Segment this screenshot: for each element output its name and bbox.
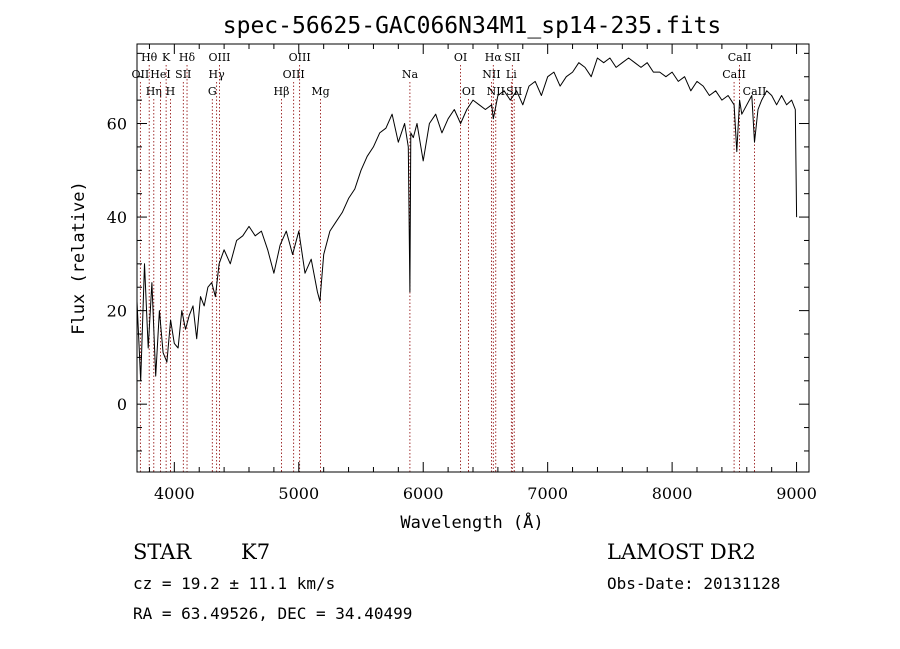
y-tick-label-1: 20 xyxy=(107,302,127,321)
object-class: STAR xyxy=(133,540,192,564)
line-marker-label-14: Mg xyxy=(311,85,329,98)
x-tick-label-3: 7000 xyxy=(527,484,568,503)
spectrum-line-0 xyxy=(136,57,798,382)
spectral-line-markers: OII Hθ Hη HeI K H SII Hδ Hγ G OIII Hβ OIII OIII Mg Na OI… xyxy=(132,51,767,472)
line-marker-label-12: OIII xyxy=(283,68,305,81)
observation-date: Obs-Date: 20131128 xyxy=(607,574,781,593)
line-marker-label-23: SII xyxy=(506,85,522,98)
line-marker-label-11: Hβ xyxy=(274,85,290,98)
line-marker-label-16: OI xyxy=(454,51,467,64)
line-marker-label-22: SII xyxy=(504,51,520,64)
x-tick-label-2: 6000 xyxy=(403,484,444,503)
chart-title: spec-56625-GAC066N34M1_sp14-235.fits xyxy=(223,13,722,39)
survey-name: LAMOST DR2 xyxy=(607,540,756,564)
line-marker-label-25: CaII xyxy=(728,51,752,64)
y-axis-label: Flux (relative) xyxy=(69,181,89,335)
x-axis-label: Wavelength (Å) xyxy=(400,511,543,533)
x-tick-label-4: 8000 xyxy=(652,484,693,503)
line-marker-label-18: NII xyxy=(482,68,500,81)
line-marker-label-6: SII xyxy=(175,68,191,81)
line-marker-label-9: G xyxy=(208,85,217,98)
line-marker-label-19: Hα xyxy=(485,51,503,64)
object-subclass: K7 xyxy=(241,540,271,564)
plot-frame xyxy=(136,43,810,473)
line-marker-label-21: Li xyxy=(506,68,517,81)
line-marker-label-7: Hδ xyxy=(179,51,196,64)
redshift-velocity: cz = 19.2 ± 11.1 km/s xyxy=(133,574,336,593)
line-marker-label-24: CaII xyxy=(722,68,746,81)
line-marker-label-17: OI xyxy=(462,85,475,98)
line-marker-label-2: Hη xyxy=(146,85,162,98)
line-marker-label-15: Na xyxy=(402,68,419,81)
x-tick-label-5: 9000 xyxy=(776,484,817,503)
x-tick-label-1: 5000 xyxy=(278,484,319,503)
series-layer xyxy=(136,57,798,382)
line-marker-label-10: OIII xyxy=(208,51,230,64)
axis-ticks: 4000 5000 6000 7000 8000 9000 0 20 40 60 xyxy=(107,44,817,503)
sky-coordinates: RA = 63.49526, DEC = 34.40499 xyxy=(133,604,413,623)
line-marker-label-1: Hθ xyxy=(141,51,158,64)
line-marker-label-20: NII xyxy=(487,85,505,98)
x-tick-label-0: 4000 xyxy=(154,484,195,503)
line-marker-label-8: Hγ xyxy=(209,68,226,81)
y-tick-label-0: 0 xyxy=(117,395,127,414)
line-marker-label-13: OIII xyxy=(289,51,311,64)
line-marker-label-0: OII xyxy=(132,68,150,81)
y-tick-label-3: 60 xyxy=(107,115,127,134)
y-tick-label-2: 40 xyxy=(107,208,127,227)
line-marker-label-3: HeI xyxy=(150,68,170,81)
line-marker-label-5: H xyxy=(166,85,176,98)
line-marker-label-26: CaII xyxy=(743,85,767,98)
line-marker-label-4: K xyxy=(162,51,171,64)
